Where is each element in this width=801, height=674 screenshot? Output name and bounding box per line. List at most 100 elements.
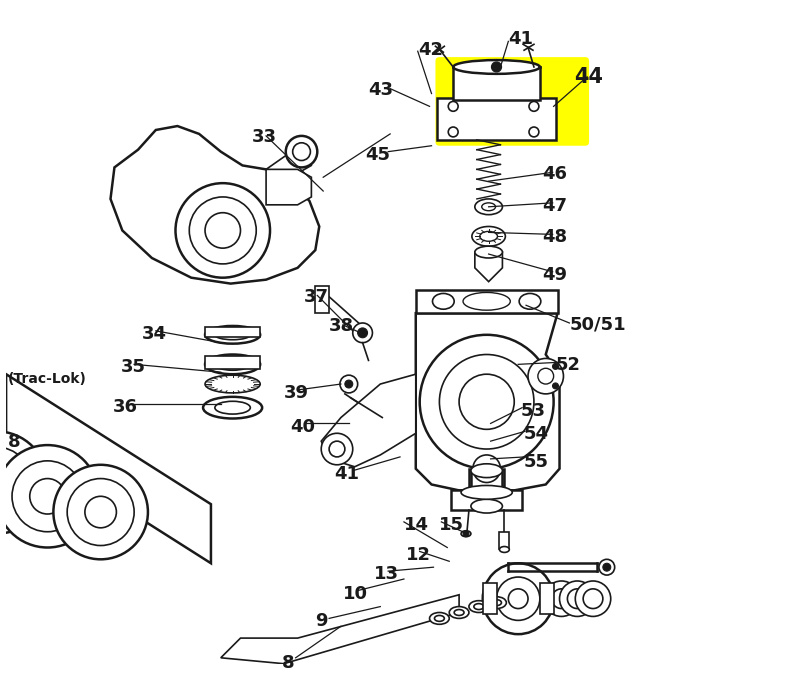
Polygon shape (266, 169, 312, 205)
Text: 39: 39 (284, 384, 309, 402)
Polygon shape (475, 252, 502, 282)
Circle shape (449, 101, 458, 111)
Text: 12: 12 (406, 545, 431, 563)
Ellipse shape (461, 530, 471, 537)
Text: 41: 41 (334, 465, 359, 483)
Circle shape (529, 101, 539, 111)
Ellipse shape (433, 293, 454, 309)
Circle shape (599, 559, 614, 575)
Bar (500, 532, 509, 549)
Text: 45: 45 (365, 146, 391, 164)
Text: 54: 54 (524, 425, 549, 443)
Text: 47: 47 (541, 197, 567, 215)
Circle shape (12, 461, 83, 532)
Ellipse shape (500, 547, 509, 553)
Circle shape (544, 581, 579, 617)
Ellipse shape (205, 355, 260, 374)
Circle shape (358, 328, 368, 338)
Circle shape (473, 455, 501, 483)
Circle shape (440, 355, 534, 449)
Text: 36: 36 (112, 398, 138, 416)
Circle shape (175, 183, 270, 278)
Circle shape (553, 383, 558, 389)
Circle shape (567, 589, 587, 609)
Circle shape (329, 441, 345, 457)
Circle shape (537, 368, 553, 384)
Polygon shape (6, 374, 211, 563)
Text: 55: 55 (524, 453, 549, 471)
Text: 40: 40 (290, 417, 315, 435)
Ellipse shape (492, 600, 501, 606)
Text: 37: 37 (304, 288, 328, 305)
Text: 10: 10 (343, 585, 368, 603)
FancyBboxPatch shape (436, 57, 589, 146)
Circle shape (0, 431, 47, 534)
Circle shape (292, 143, 311, 160)
Circle shape (0, 447, 32, 518)
Ellipse shape (203, 397, 262, 419)
Text: 44: 44 (574, 67, 603, 87)
Ellipse shape (480, 231, 497, 241)
Circle shape (560, 581, 595, 617)
Text: 46: 46 (541, 165, 567, 183)
Text: 9: 9 (316, 613, 328, 630)
Text: 43: 43 (368, 81, 393, 99)
Polygon shape (416, 313, 560, 491)
Polygon shape (416, 290, 557, 313)
Ellipse shape (449, 607, 469, 619)
Circle shape (30, 479, 65, 514)
Circle shape (552, 589, 571, 609)
Polygon shape (471, 470, 502, 493)
Text: 15: 15 (440, 516, 465, 534)
Polygon shape (221, 594, 459, 664)
Ellipse shape (469, 601, 489, 613)
Text: 49: 49 (541, 266, 567, 284)
Text: (Trac-Lok): (Trac-Lok) (8, 372, 87, 386)
Circle shape (189, 197, 256, 264)
Circle shape (459, 374, 514, 429)
Polygon shape (469, 468, 505, 491)
Text: 52: 52 (556, 357, 581, 375)
Circle shape (345, 380, 352, 388)
Polygon shape (451, 491, 522, 510)
Text: 14: 14 (404, 516, 429, 534)
Circle shape (497, 577, 540, 620)
Circle shape (449, 127, 458, 137)
Text: 41: 41 (509, 30, 533, 48)
Polygon shape (111, 126, 320, 284)
Polygon shape (205, 357, 260, 369)
Ellipse shape (475, 246, 502, 258)
Circle shape (340, 375, 358, 393)
Text: 38: 38 (329, 317, 354, 335)
Circle shape (286, 136, 317, 167)
Circle shape (603, 563, 610, 571)
Ellipse shape (215, 330, 251, 340)
Ellipse shape (461, 485, 513, 499)
Polygon shape (453, 67, 540, 100)
Ellipse shape (215, 359, 251, 370)
Ellipse shape (475, 199, 502, 214)
Circle shape (205, 213, 240, 248)
Circle shape (528, 359, 563, 394)
Circle shape (583, 589, 603, 609)
Ellipse shape (471, 464, 502, 478)
Ellipse shape (434, 615, 445, 621)
Text: 8: 8 (8, 433, 21, 452)
Circle shape (67, 479, 134, 545)
Ellipse shape (463, 293, 510, 310)
Circle shape (492, 62, 501, 72)
Text: 48: 48 (541, 228, 567, 247)
Circle shape (0, 465, 14, 500)
Polygon shape (205, 327, 260, 337)
Circle shape (420, 335, 553, 468)
Ellipse shape (487, 596, 506, 609)
Ellipse shape (453, 60, 540, 74)
Text: 8: 8 (282, 654, 295, 672)
Text: 35: 35 (120, 359, 145, 377)
Ellipse shape (472, 226, 505, 246)
Circle shape (0, 445, 99, 547)
Polygon shape (540, 583, 553, 615)
Circle shape (352, 323, 372, 342)
Circle shape (553, 363, 558, 369)
Ellipse shape (205, 326, 260, 344)
